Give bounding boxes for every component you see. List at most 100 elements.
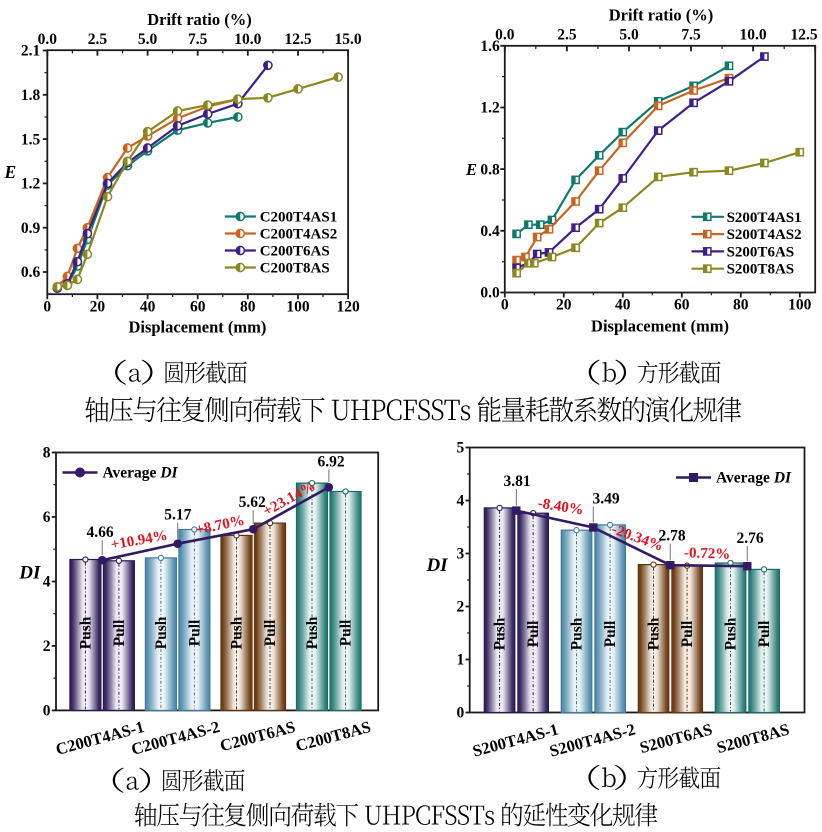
- svg-text:6: 6: [43, 509, 51, 526]
- svg-text:S200T4AS1: S200T4AS1: [727, 210, 802, 226]
- svg-text:Pull: Pull: [111, 619, 128, 646]
- svg-text:20: 20: [556, 297, 572, 314]
- svg-text:C200T8AS: C200T8AS: [294, 717, 373, 755]
- svg-text:S200T4AS-2: S200T4AS-2: [547, 720, 637, 761]
- svg-text:Push: Push: [229, 616, 246, 649]
- svg-text:Drift ratio (%): Drift ratio (%): [147, 10, 251, 29]
- svg-text:+10.94%: +10.94%: [110, 528, 169, 554]
- svg-text:6.92: 6.92: [317, 454, 344, 471]
- svg-text:0.4: 0.4: [480, 223, 500, 240]
- svg-text:1.2: 1.2: [480, 100, 500, 117]
- svg-text:Displacement (mm): Displacement (mm): [128, 318, 266, 337]
- svg-text:DI: DI: [18, 562, 41, 583]
- svg-text:7.5: 7.5: [681, 26, 701, 43]
- svg-text:12.5: 12.5: [284, 31, 311, 48]
- svg-text:60: 60: [674, 297, 690, 314]
- svg-text:10.0: 10.0: [234, 31, 261, 48]
- svg-text:Push: Push: [153, 616, 170, 649]
- svg-text:1.2: 1.2: [21, 176, 41, 193]
- svg-text:40: 40: [615, 297, 631, 314]
- svg-text:12.5: 12.5: [790, 26, 817, 43]
- svg-text:2.5: 2.5: [88, 31, 108, 48]
- svg-text:Average DI: Average DI: [103, 465, 179, 482]
- svg-text:Push: Push: [569, 617, 586, 650]
- svg-text:Pull: Pull: [602, 620, 619, 647]
- svg-text:Displacement (mm): Displacement (mm): [591, 317, 729, 336]
- svg-text:Pull: Pull: [756, 620, 773, 647]
- svg-text:3: 3: [456, 546, 464, 563]
- svg-text:0.0: 0.0: [480, 285, 500, 302]
- svg-text:Push: Push: [77, 616, 94, 649]
- svg-text:100: 100: [788, 297, 812, 314]
- svg-text:C200T6AS: C200T6AS: [218, 717, 297, 755]
- svg-text:120: 120: [336, 298, 360, 315]
- svg-text:Pull: Pull: [525, 620, 542, 647]
- svg-text:0.6: 0.6: [21, 264, 41, 281]
- svg-text:Drift ratio (%): Drift ratio (%): [609, 6, 713, 25]
- svg-text:2.76: 2.76: [736, 530, 763, 547]
- svg-text:Push: Push: [304, 616, 321, 649]
- svg-text:8: 8: [43, 445, 51, 462]
- svg-text:DI: DI: [425, 555, 448, 576]
- svg-text:0: 0: [43, 703, 51, 720]
- svg-text:0.8: 0.8: [480, 161, 500, 178]
- svg-text:S200T6AS: S200T6AS: [727, 244, 795, 260]
- svg-text:5: 5: [456, 440, 464, 457]
- svg-text:20: 20: [90, 298, 106, 315]
- svg-text:1: 1: [456, 652, 464, 669]
- svg-text:4: 4: [456, 493, 464, 510]
- svg-text:2.5: 2.5: [557, 26, 577, 43]
- svg-text:S200T8AS: S200T8AS: [715, 720, 792, 758]
- svg-text:Pull: Pull: [338, 619, 355, 646]
- svg-text:E: E: [4, 162, 17, 182]
- svg-text:80: 80: [733, 297, 749, 314]
- svg-text:Push: Push: [492, 617, 509, 650]
- svg-text:Pull: Pull: [262, 619, 279, 646]
- svg-text:2: 2: [43, 638, 51, 655]
- svg-text:2: 2: [456, 599, 464, 616]
- svg-text:C200T8AS: C200T8AS: [260, 261, 330, 277]
- svg-text:3.49: 3.49: [592, 491, 619, 508]
- svg-text:Average DI: Average DI: [716, 470, 792, 487]
- svg-text:5.62: 5.62: [239, 494, 266, 511]
- svg-text:Pull: Pull: [679, 620, 696, 647]
- svg-text:0.0: 0.0: [495, 26, 515, 43]
- svg-text:S200T4AS2: S200T4AS2: [727, 227, 802, 243]
- svg-text:80: 80: [240, 298, 256, 315]
- svg-text:4.66: 4.66: [86, 524, 113, 541]
- svg-text:0: 0: [456, 705, 464, 722]
- svg-text:0.0: 0.0: [38, 31, 58, 48]
- svg-text:60: 60: [190, 298, 206, 315]
- svg-text:1.6: 1.6: [480, 38, 500, 55]
- svg-text:C200T4AS-2: C200T4AS-2: [129, 717, 222, 759]
- svg-text:S200T6AS: S200T6AS: [638, 720, 715, 758]
- svg-text:15.0: 15.0: [335, 31, 362, 48]
- svg-text:S200T4AS-1: S200T4AS-1: [470, 720, 560, 761]
- svg-text:Push: Push: [646, 617, 663, 650]
- svg-text:Push: Push: [723, 617, 740, 650]
- svg-text:C200T6AS: C200T6AS: [260, 244, 330, 260]
- svg-text:7.5: 7.5: [188, 31, 208, 48]
- svg-text:S200T8AS: S200T8AS: [727, 262, 795, 278]
- svg-text:2.78: 2.78: [658, 528, 685, 545]
- svg-text:2.1: 2.1: [21, 43, 40, 60]
- svg-text:5.0: 5.0: [619, 26, 639, 43]
- svg-text:C200T4AS1: C200T4AS1: [260, 210, 338, 226]
- svg-text:5.0: 5.0: [138, 31, 158, 48]
- svg-text:Pull: Pull: [186, 619, 203, 646]
- svg-text:0: 0: [501, 297, 509, 314]
- svg-text:C200T4AS2: C200T4AS2: [260, 227, 338, 243]
- svg-text:5.17: 5.17: [164, 507, 191, 524]
- svg-text:10.0: 10.0: [740, 26, 767, 43]
- svg-text:1.5: 1.5: [21, 131, 41, 148]
- svg-text:100: 100: [286, 298, 310, 315]
- svg-text:1.8: 1.8: [21, 87, 41, 104]
- svg-text:E: E: [465, 160, 477, 179]
- svg-text:40: 40: [140, 298, 156, 315]
- svg-text:3.81: 3.81: [503, 473, 530, 490]
- svg-text:0: 0: [43, 298, 51, 315]
- svg-text:-0.72%: -0.72%: [684, 545, 731, 563]
- svg-text:0.9: 0.9: [21, 220, 41, 237]
- svg-text:4: 4: [43, 574, 51, 591]
- svg-text:-8.40%: -8.40%: [537, 496, 585, 519]
